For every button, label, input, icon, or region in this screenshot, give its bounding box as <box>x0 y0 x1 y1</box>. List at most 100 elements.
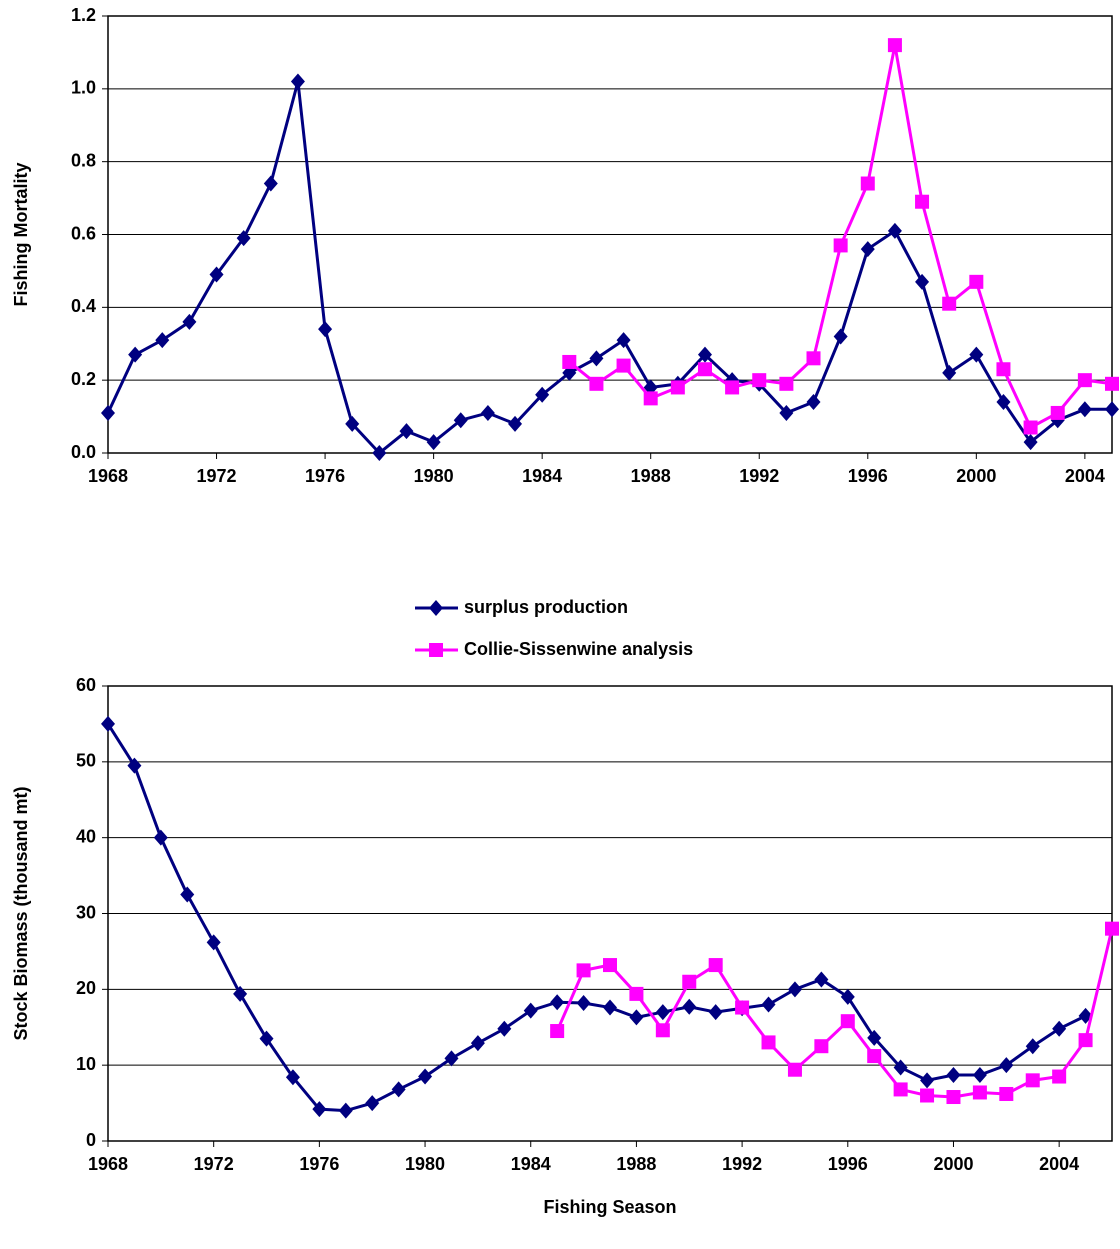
marker <box>969 274 984 289</box>
marker <box>429 643 443 657</box>
x-tick-label: 1992 <box>722 1154 762 1174</box>
marker <box>708 958 723 973</box>
marker <box>1105 921 1119 936</box>
series-line <box>568 44 1113 430</box>
marker <box>655 1023 670 1038</box>
marker <box>603 958 617 973</box>
marker <box>616 358 631 373</box>
marker <box>562 354 577 369</box>
marker <box>453 412 468 429</box>
marker <box>787 981 802 998</box>
legend-label: Collie-Sissenwine analysis <box>464 639 693 659</box>
marker <box>833 238 848 253</box>
marker <box>1105 401 1119 418</box>
marker <box>697 346 712 363</box>
marker <box>999 1086 1014 1101</box>
marker <box>426 434 441 451</box>
marker <box>942 296 957 311</box>
y-tick-label: 40 <box>76 826 96 846</box>
marker <box>779 376 794 391</box>
x-tick-label: 1968 <box>88 466 128 486</box>
marker <box>391 1081 406 1098</box>
x-tick-label: 1992 <box>739 466 779 486</box>
marker <box>972 1067 987 1084</box>
marker <box>887 38 902 53</box>
x-tick-label: 1996 <box>828 1154 868 1174</box>
marker <box>603 999 617 1016</box>
x-tick-label: 1996 <box>848 466 888 486</box>
marker <box>867 1049 882 1064</box>
marker <box>290 73 305 90</box>
marker <box>444 1050 459 1067</box>
marker <box>589 350 604 367</box>
marker <box>616 332 631 349</box>
marker <box>814 1039 829 1054</box>
marker <box>708 1004 723 1021</box>
y-tick-label: 0.2 <box>71 369 96 389</box>
y-tick-label: 20 <box>76 978 96 998</box>
plot-frame <box>107 15 1113 454</box>
marker <box>209 266 224 283</box>
marker <box>761 996 776 1013</box>
marker <box>840 988 855 1005</box>
marker <box>550 994 565 1011</box>
marker <box>761 1035 776 1050</box>
marker <box>1023 420 1038 435</box>
marker <box>589 376 604 391</box>
marker <box>1052 1069 1067 1084</box>
marker <box>787 1062 802 1077</box>
marker <box>550 1024 565 1039</box>
marker <box>915 273 930 290</box>
marker <box>576 994 591 1011</box>
y-tick-label: 60 <box>76 675 96 695</box>
marker <box>180 886 195 903</box>
marker <box>1105 376 1119 391</box>
x-tick-label: 1980 <box>405 1154 445 1174</box>
marker <box>920 1072 935 1089</box>
marker <box>338 1102 353 1119</box>
marker <box>497 1020 512 1037</box>
y-tick-label: 10 <box>76 1054 96 1074</box>
marker <box>470 1035 485 1052</box>
plot-frame <box>107 685 1113 1142</box>
marker <box>697 362 712 377</box>
marker <box>1025 1073 1040 1088</box>
marker <box>806 394 821 411</box>
marker <box>915 194 930 209</box>
x-tick-label: 1984 <box>511 1154 551 1174</box>
y-tick-label: 1.0 <box>71 78 96 98</box>
x-tick-label: 1976 <box>305 466 345 486</box>
marker <box>735 1000 750 1015</box>
marker <box>1050 405 1065 420</box>
x-tick-label: 1972 <box>194 1154 234 1174</box>
marker <box>182 313 197 330</box>
marker <box>128 346 143 363</box>
marker <box>840 1014 855 1029</box>
x-tick-label: 1988 <box>631 466 671 486</box>
marker <box>999 1057 1014 1074</box>
y-tick-label: 30 <box>76 902 96 922</box>
x-tick-label: 2004 <box>1065 466 1105 486</box>
x-tick-label: 1984 <box>522 466 562 486</box>
marker <box>920 1088 935 1103</box>
y-axis-title: Fishing Mortality <box>11 163 31 307</box>
x-tick-label: 1988 <box>616 1154 656 1174</box>
marker <box>101 715 115 732</box>
marker <box>1077 401 1092 418</box>
marker <box>887 222 902 239</box>
marker <box>893 1059 908 1076</box>
marker <box>867 1029 882 1046</box>
marker <box>101 404 115 421</box>
series-line <box>106 81 1112 456</box>
x-tick-label: 2004 <box>1039 1154 1079 1174</box>
marker <box>670 380 685 395</box>
marker <box>127 757 142 774</box>
marker <box>508 415 523 432</box>
marker <box>263 175 278 192</box>
marker <box>1052 1020 1067 1037</box>
marker <box>233 985 248 1002</box>
marker <box>399 423 414 440</box>
y-tick-label: 0.6 <box>71 223 96 243</box>
marker <box>1023 434 1038 451</box>
marker <box>1025 1038 1040 1055</box>
